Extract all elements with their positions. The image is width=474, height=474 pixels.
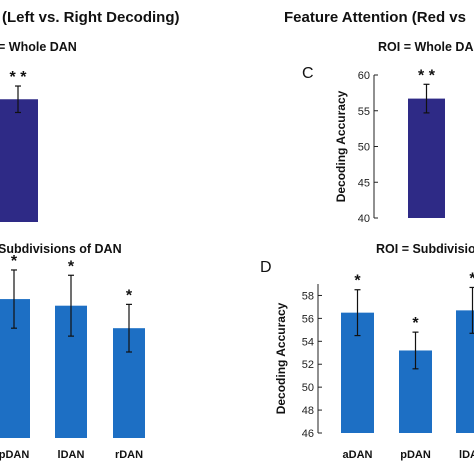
- chart-c-subtitle: ROI = Whole DA: [378, 40, 474, 54]
- chart-b-significance-marker: *: [11, 253, 18, 270]
- chart-d-panel-label: D: [260, 259, 272, 276]
- chart-c-y-tick-label: 40: [358, 213, 370, 225]
- left-figure-title: (Left vs. Right Decoding): [2, 9, 180, 26]
- chart-a-bar: [0, 99, 38, 222]
- chart-d-subtitle: ROI = Subdivisions: [376, 242, 474, 256]
- chart-d-y-tick-label: 56: [302, 313, 314, 325]
- chart-d-category-label: lDAN: [459, 449, 474, 461]
- chart-b-category-label: rDAN: [115, 449, 143, 461]
- chart-c-y-tick-label: 45: [358, 177, 370, 189]
- chart-a-subtitle: = Whole DAN: [0, 40, 77, 54]
- right-figure-title: Feature Attention (Red vs: [284, 9, 466, 26]
- chart-c-panel-label: C: [302, 65, 314, 82]
- chart-d-y-axis-label: Decoding Accuracy: [274, 302, 288, 414]
- chart-d-category-label: aDAN: [343, 449, 373, 461]
- chart-c-bar: [408, 98, 445, 218]
- chart-b: Subdivisions of DAN*pDAN*lDAN*rDAN: [0, 242, 145, 461]
- chart-c: ROI = Whole DA C 40 45 50 55 60 Decoding Accura…: [302, 40, 474, 225]
- chart-d-y-tick-label: 46: [302, 428, 314, 440]
- chart-panels: = Whole DAN* *Subdivisions of DAN*pDAN*l…: [0, 40, 474, 461]
- chart-d-bar: [456, 310, 474, 433]
- chart-d-significance-marker: *: [469, 270, 474, 287]
- chart-c-y-tick-label: 60: [358, 70, 370, 82]
- chart-b-bar: [0, 299, 30, 438]
- chart-d-category-label: pDAN: [400, 449, 431, 461]
- chart-d-significance-marker: *: [412, 315, 419, 332]
- chart-b-significance-marker: *: [68, 258, 75, 275]
- chart-d-y-tick-label: 48: [302, 405, 314, 417]
- chart-d: ROI = Subdivisions D 46 48 50 52 54 56 58 Decodin…: [260, 242, 474, 461]
- chart-d-y-tick-label: 58: [302, 290, 314, 302]
- chart-d-significance-marker: *: [354, 273, 361, 290]
- chart-c-significance-marker: * *: [418, 67, 436, 84]
- chart-a-significance-marker: * *: [10, 69, 28, 86]
- chart-b-significance-marker: *: [126, 287, 133, 304]
- chart-b-subtitle: Subdivisions of DAN: [0, 242, 122, 256]
- chart-d-y-tick-label: 54: [302, 336, 314, 348]
- chart-a: = Whole DAN * *: [0, 40, 77, 222]
- chart-b-category-label: pDAN: [0, 449, 29, 461]
- chart-b-category-label: lDAN: [58, 449, 85, 461]
- chart-c-y-tick-label: 50: [358, 142, 370, 154]
- chart-d-y-tick-label: 52: [302, 359, 314, 371]
- chart-d-y-tick-label: 50: [302, 382, 314, 394]
- chart-c-y-axis-label: Decoding Accuracy: [334, 90, 348, 202]
- chart-c-y-tick-label: 55: [358, 106, 370, 118]
